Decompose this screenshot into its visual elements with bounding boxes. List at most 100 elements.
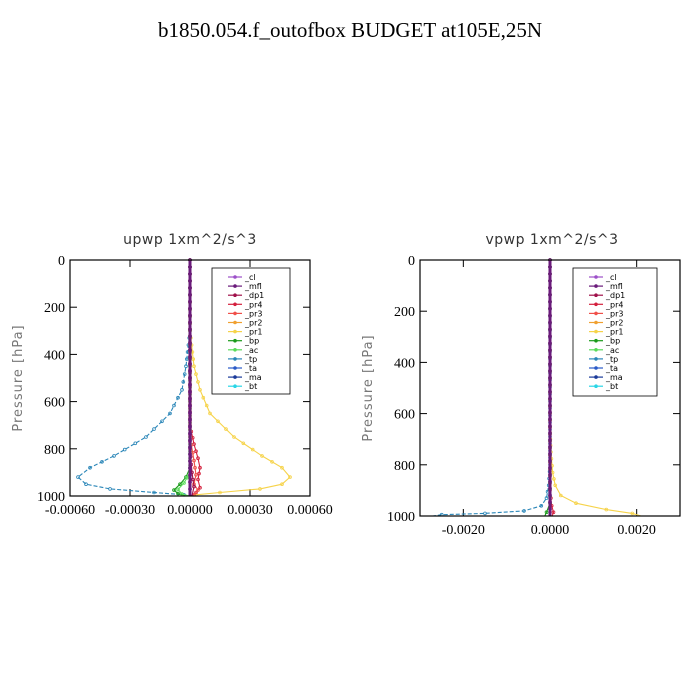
legend-label: _pr2 [244, 319, 262, 328]
series-marker-pr1 [196, 380, 200, 384]
series-marker-mfl [548, 479, 552, 484]
series-marker-tp [160, 419, 164, 424]
y-tick-label: 200 [394, 305, 415, 320]
legend-label: _pr1 [244, 328, 262, 337]
legend-marker-bp [594, 338, 598, 343]
legend-box [211, 267, 291, 395]
series-marker-pr1 [250, 447, 255, 452]
series-marker-tp [84, 482, 88, 487]
legend-marker-tp [594, 357, 598, 361]
legend-marker-pr3 [233, 311, 237, 316]
series-marker-tp [522, 509, 526, 513]
series-marker-mfl [548, 431, 552, 435]
legend-label: _pr3 [605, 309, 623, 318]
series-marker-mfl [188, 306, 192, 311]
legend-marker-pr3 [594, 311, 598, 316]
legend-label: _pr1 [605, 328, 623, 337]
series-marker-tp [483, 511, 487, 516]
series-marker-mfl [548, 355, 552, 359]
series-marker-mfl [548, 424, 552, 428]
series-marker-mfl [188, 383, 192, 387]
series-marker-mfl [188, 396, 192, 401]
series-marker-mfl [548, 389, 552, 394]
legend-label: _ac [605, 346, 619, 355]
x-tick-label: -0.00060 [45, 503, 95, 518]
legend-marker-dp1 [233, 293, 237, 298]
series-marker-pr3 [193, 465, 197, 470]
legend-marker-cl [594, 275, 598, 279]
series-marker-pr1 [224, 427, 228, 431]
legend-label: _cl [244, 273, 256, 282]
series-marker-pr4 [198, 465, 202, 470]
series-marker-bp [172, 488, 176, 492]
series-marker-pr1 [194, 372, 198, 376]
series-marker-pr1 [604, 507, 609, 512]
series-line-tp [77, 260, 191, 497]
series-marker-pr1 [574, 501, 578, 506]
series-marker-tp [176, 395, 180, 400]
y-axis-label: Pressure [hPa] [361, 334, 376, 441]
chart-title: upwp 1xm^2/s^3 [123, 232, 257, 248]
series-marker-pr1 [630, 511, 635, 516]
legend-label: _ta [605, 364, 618, 373]
series-marker-pr4 [194, 490, 198, 495]
legend-label: _pr2 [605, 319, 623, 328]
series-marker-mfl [188, 369, 192, 373]
series-marker-mfl [548, 278, 552, 283]
series-marker-mfl [188, 272, 192, 276]
series-marker-mfl [548, 271, 552, 276]
series-marker-mfl [188, 445, 192, 450]
series-marker-mfl [188, 327, 192, 332]
x-tick-label: 0.00060 [287, 503, 333, 518]
series-marker-mfl [188, 487, 192, 491]
series-marker-mfl [548, 327, 552, 332]
series-marker-pr4 [194, 449, 198, 454]
series-marker-tp [539, 503, 544, 508]
series-marker-mfl [548, 472, 552, 477]
series-marker-tp [182, 372, 187, 376]
series-marker-mfl [548, 403, 552, 408]
series-marker-pr1 [201, 395, 206, 400]
series-marker-mfl [188, 459, 192, 464]
legend-label: _bp [605, 337, 620, 346]
series-marker-mfl [548, 306, 552, 311]
series-marker-mfl [188, 390, 192, 394]
series-marker-mfl [548, 341, 552, 345]
legend-label: _tp [244, 355, 257, 364]
series-marker-mfl [188, 313, 192, 318]
y-tick-label: 400 [44, 348, 65, 363]
series-marker-pr1 [270, 459, 274, 464]
page-title: b1850.054.f_outofbox BUDGET at105E,25N [158, 18, 542, 42]
legend-marker-tp [233, 357, 237, 361]
y-tick-label: 800 [394, 459, 415, 474]
series-marker-pr1 [241, 441, 246, 446]
series-marker-dp1 [192, 484, 196, 489]
legend-label: _cl [605, 273, 617, 282]
series-marker-ac [182, 481, 186, 485]
series-line-tp [432, 260, 551, 517]
series-marker-mfl [548, 375, 552, 380]
series-marker-mfl [548, 334, 552, 338]
series-marker-bp [176, 491, 180, 496]
series-marker-bp [544, 510, 549, 515]
x-tick-label: 0.00030 [227, 503, 273, 518]
series-marker-mfl [548, 292, 552, 297]
series-marker-tp [152, 427, 156, 431]
series-line-pr1 [189, 260, 291, 497]
series-marker-mfl [188, 362, 192, 366]
series-marker-mfl [548, 417, 552, 421]
series-marker-pr1 [218, 490, 222, 495]
legend-marker-ta [233, 366, 237, 370]
series-marker-mfl [188, 473, 192, 478]
series-marker-mfl [188, 424, 192, 429]
series-marker-mfl [188, 292, 192, 297]
series-marker-mfl [548, 313, 552, 318]
series-marker-pr1 [553, 483, 557, 488]
series-marker-mfl [188, 265, 192, 269]
series-marker-mfl [188, 438, 192, 443]
series-marker-mfl [548, 410, 552, 415]
series-marker-mfl [188, 285, 192, 290]
legend-label: _pr3 [244, 309, 262, 318]
